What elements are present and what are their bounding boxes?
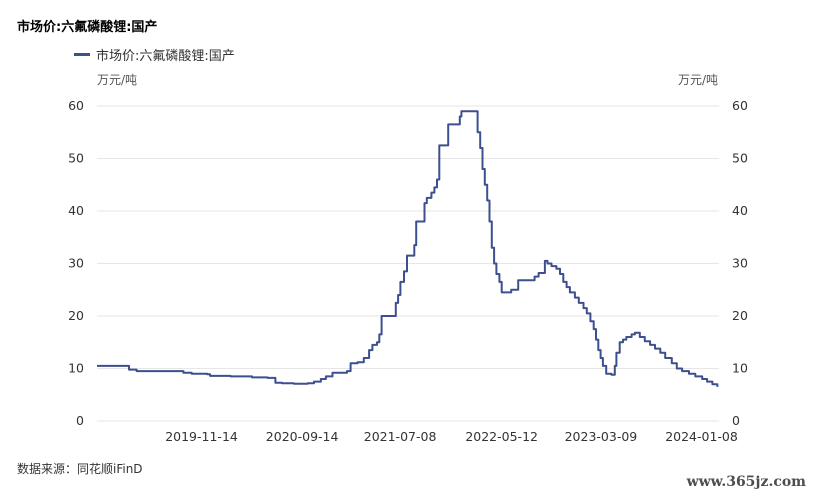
x-tick-0: 2019-11-14 — [165, 429, 238, 444]
x-tick-3: 2022-05-12 — [465, 429, 538, 444]
y-tick-right-0: 0 — [732, 413, 740, 428]
y-tick-right-4: 40 — [732, 203, 748, 218]
series-group — [97, 110, 719, 387]
x-tick-1: 2020-09-14 — [266, 429, 339, 444]
legend-swatch — [74, 53, 90, 56]
y-ticks-right: 0 10 20 30 40 50 60 — [732, 98, 748, 428]
grid-lines — [97, 105, 719, 422]
watermark: www.365jz.com — [686, 474, 806, 490]
y-tick-left-1: 10 — [68, 361, 84, 376]
data-source: 数据来源：同花顺iFinD — [17, 462, 143, 476]
y-tick-left-6: 60 — [68, 98, 84, 113]
legend[interactable]: 市场价:六氟磷酸锂:国产 — [74, 45, 235, 64]
y-tick-left-3: 30 — [68, 256, 84, 271]
x-tick-2: 2021-07-08 — [364, 429, 437, 444]
x-tick-5: 2024-01-08 — [665, 429, 738, 444]
chart-title: 市场价:六氟磷酸锂:国产 — [17, 20, 158, 35]
legend-label: 市场价:六氟磷酸锂:国产 — [96, 49, 235, 64]
x-tick-4: 2023-03-09 — [565, 429, 638, 444]
x-ticks: 2019-11-14 2020-09-14 2021-07-08 2022-05-12… — [165, 429, 738, 444]
y-tick-left-0: 0 — [76, 413, 84, 428]
y-axis-unit-left: 万元/吨 — [97, 73, 138, 87]
y-tick-left-5: 50 — [68, 151, 84, 166]
y-tick-right-6: 60 — [732, 98, 748, 113]
series-line-0 — [97, 110, 719, 387]
y-tick-left-4: 40 — [68, 203, 84, 218]
y-tick-left-2: 20 — [68, 308, 84, 323]
y-tick-right-1: 10 — [732, 361, 748, 376]
y-tick-right-3: 30 — [732, 256, 748, 271]
y-axis-unit-right: 万元/吨 — [677, 73, 718, 87]
y-tick-right-2: 20 — [732, 308, 748, 323]
y-tick-right-5: 50 — [732, 151, 748, 166]
y-ticks-left: 0 10 20 30 40 50 60 — [68, 98, 84, 428]
